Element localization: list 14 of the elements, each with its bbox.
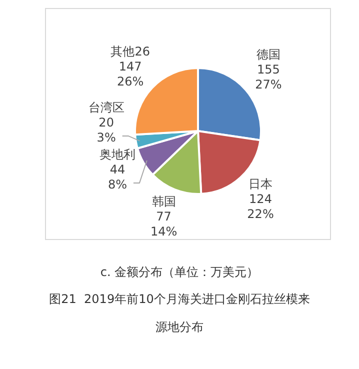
- slice-label: 奥地利: [99, 148, 136, 162]
- data-label: 124 22%: [247, 192, 274, 221]
- slice-label: 日本: [248, 176, 272, 191]
- data-label: 20 3%: [96, 116, 116, 145]
- data-label: 77 14%: [150, 210, 178, 239]
- slice-label: 其他26: [110, 44, 150, 58]
- caption: 图21 2019年前10个月海关进口金刚石拉丝模来源地分布: [48, 291, 310, 336]
- slice-label: 德国: [256, 47, 280, 62]
- slice-label: 韩国: [152, 194, 176, 209]
- data-label: 44 8%: [108, 162, 127, 192]
- slice-label: 台湾区: [88, 100, 124, 115]
- text: c. 金额分布（单位：万美元）: [99, 264, 260, 281]
- data-label: 147 26%: [117, 59, 144, 88]
- data-label: 155 27%: [255, 62, 282, 92]
